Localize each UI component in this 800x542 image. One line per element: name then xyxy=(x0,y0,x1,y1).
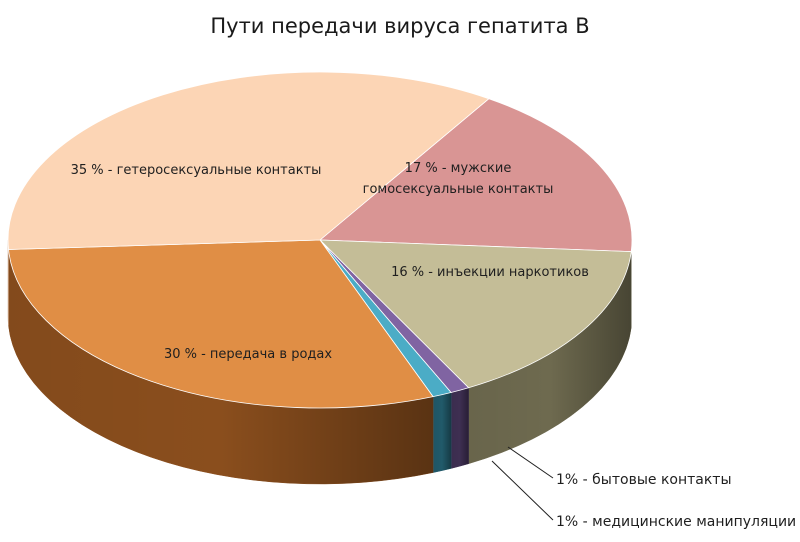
slice-label: 30 % - передача в родах xyxy=(164,347,332,362)
slice-label-line: 17 % - мужские xyxy=(405,161,512,176)
slice-label: 16 % - инъекции наркотиков xyxy=(391,265,589,280)
pie-slice-side-shade xyxy=(451,387,469,469)
pie-slice xyxy=(8,239,434,409)
slice-label-line: 1% - бытовые контакты xyxy=(556,472,732,488)
leader-line xyxy=(507,446,554,479)
slice-label-line: 30 % - передача в родах xyxy=(164,347,332,362)
slice-label-line: гомосексуальные контакты xyxy=(363,182,554,197)
pie-slice xyxy=(318,98,633,253)
pie-slice-side-shade xyxy=(8,249,434,485)
slice-label-line: 1% - медицинские манипуляции xyxy=(556,514,796,530)
pie-slice xyxy=(318,239,632,389)
pie-slice xyxy=(7,71,490,250)
slice-label-line: 16 % - инъекции наркотиков xyxy=(391,265,589,280)
slice-label: 1% - медицинские манипуляции xyxy=(556,514,796,530)
chart-title: Пути передачи вируса гепатита B xyxy=(210,14,590,38)
slice-label: 35 % - гетеросексуальные контакты xyxy=(71,163,322,178)
slice-label: 17 % - мужские гомосексуальные контакты xyxy=(363,161,554,197)
pie-slice-side-shade xyxy=(468,251,632,464)
slice-label-line: 35 % - гетеросексуальные контакты xyxy=(71,163,322,178)
slice-label: 1% - бытовые контакты xyxy=(556,472,732,488)
leader-line xyxy=(491,460,554,521)
pie-slice-side-shade xyxy=(433,392,452,473)
